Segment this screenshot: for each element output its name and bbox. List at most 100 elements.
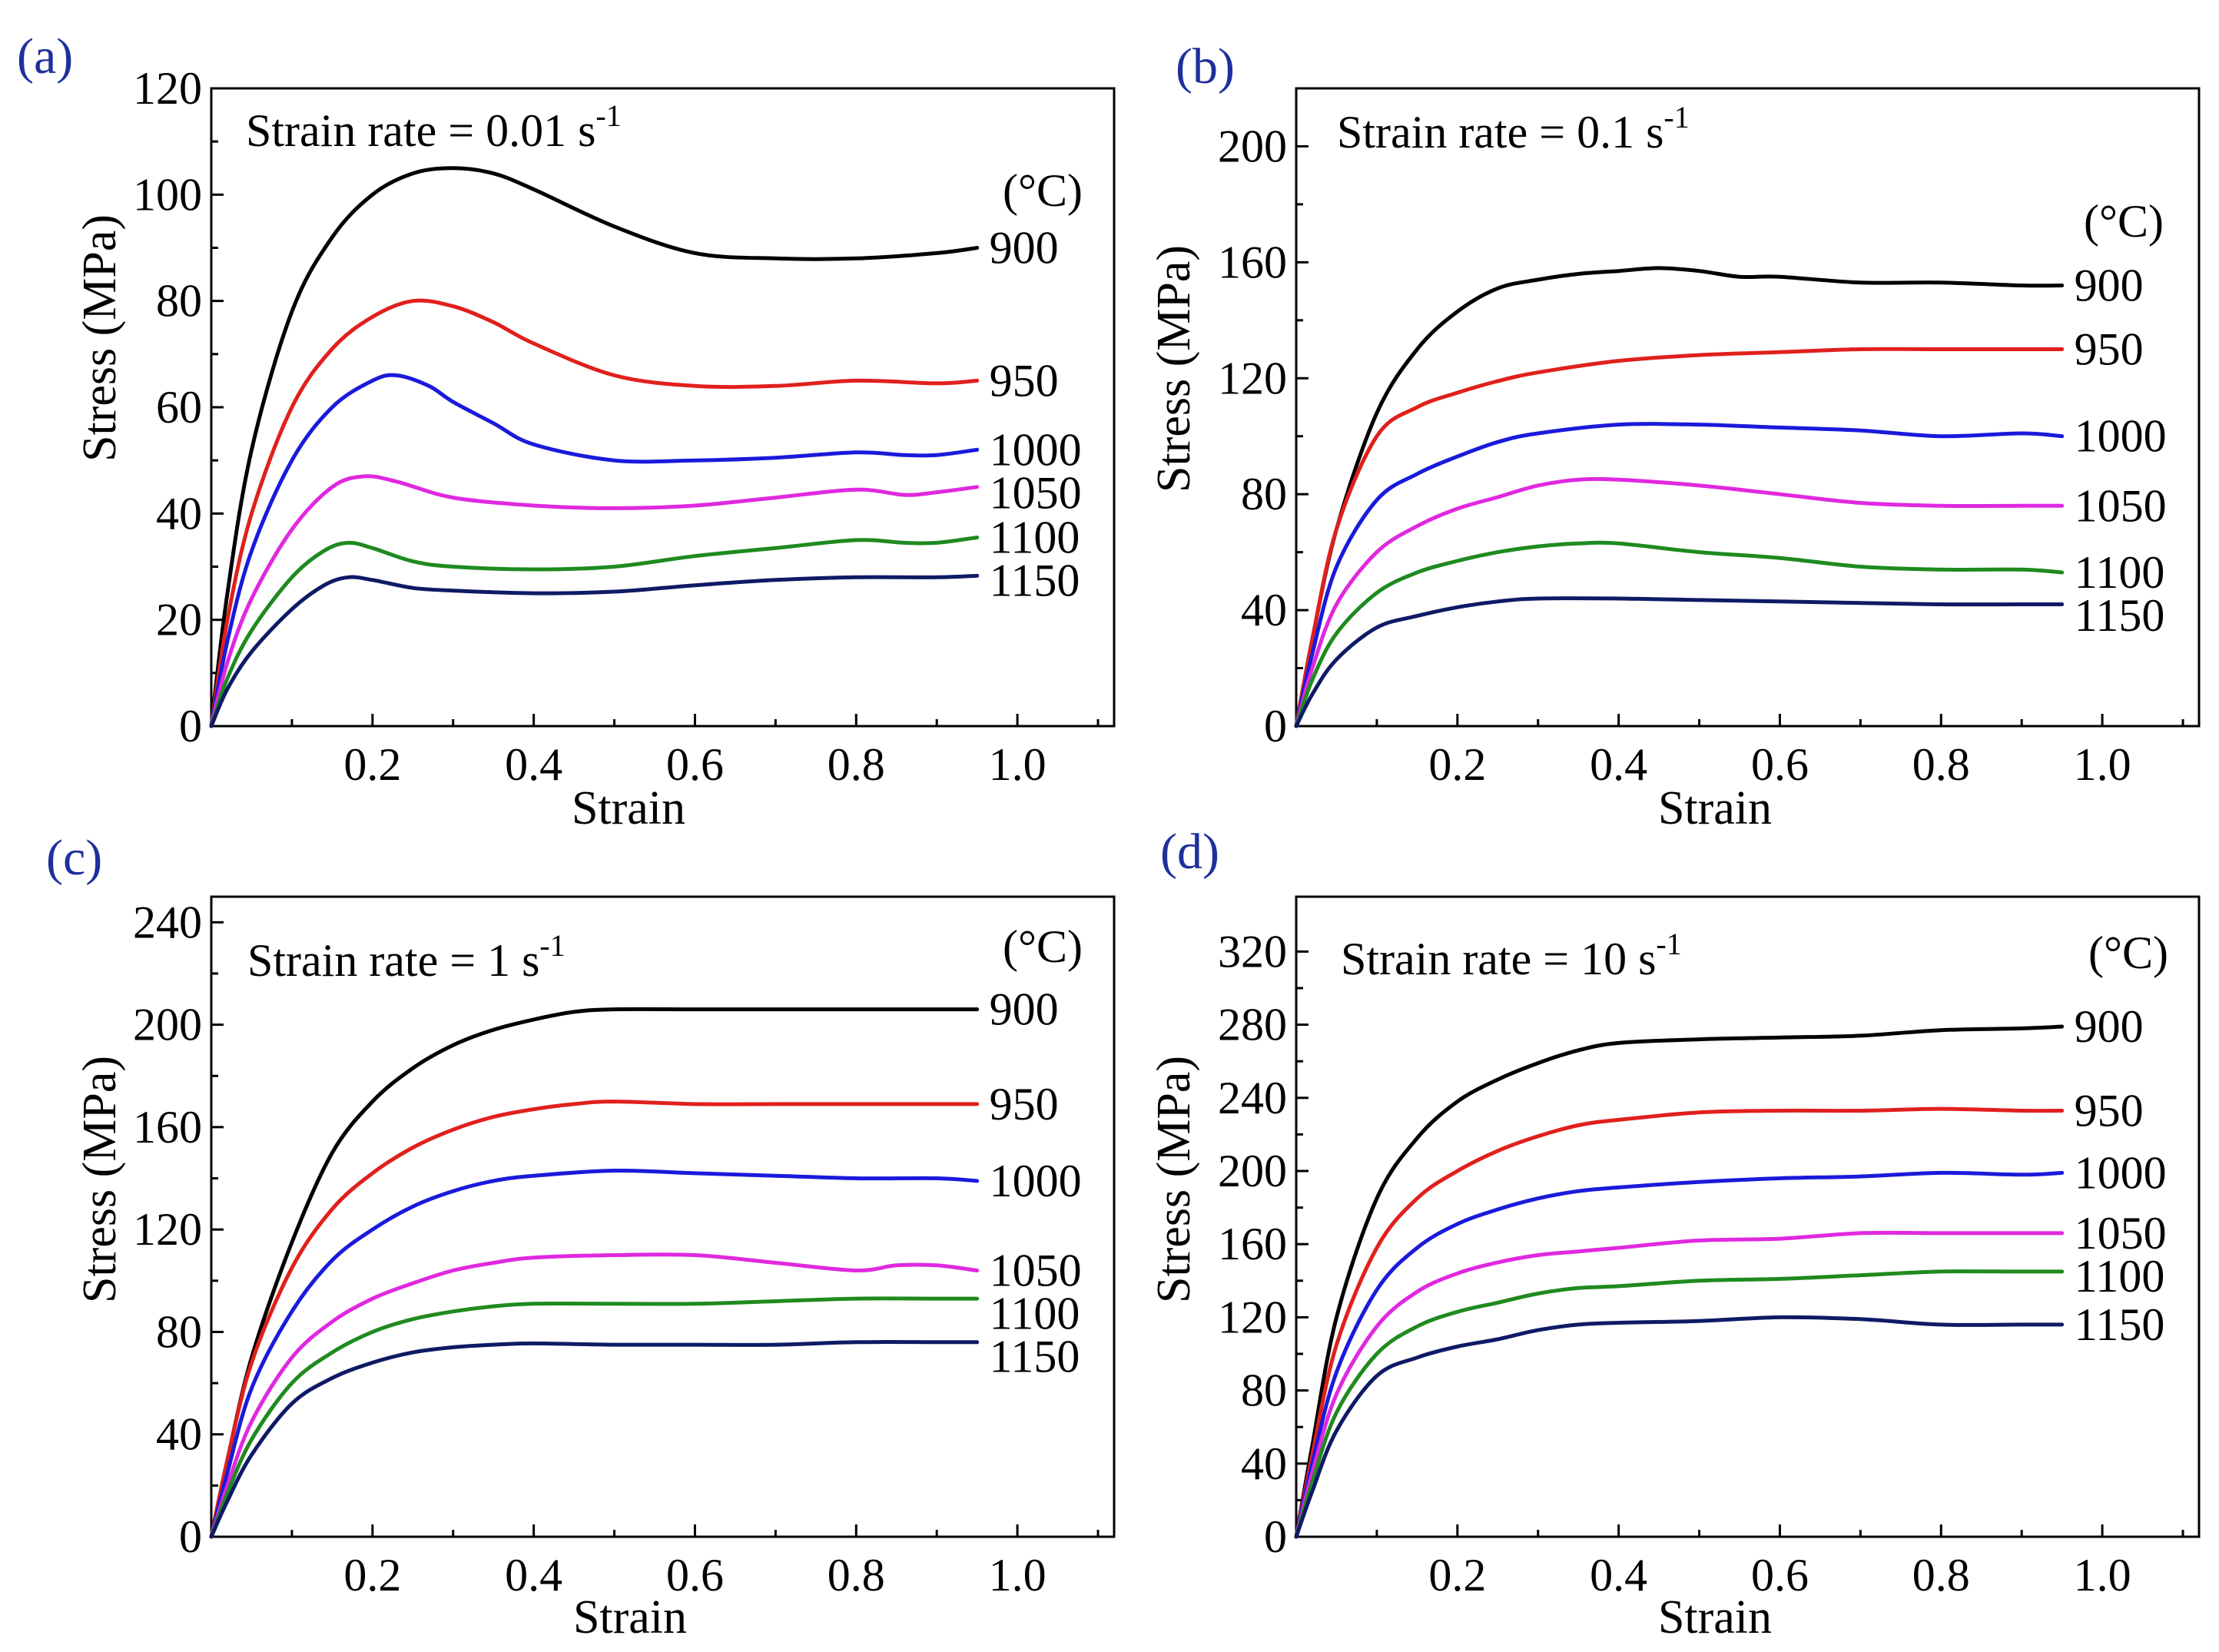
panel-c-curve-1000 — [209, 1168, 980, 1539]
panel-c-curve-label-1000: 1000 — [990, 1156, 1082, 1206]
panel-c-xtick-label: 0.2 — [343, 1550, 401, 1601]
panel-d-ytick-label: 200 — [1218, 1146, 1287, 1196]
panel-b-xtick-label: 0.8 — [1912, 739, 1970, 790]
panel-a-ytick-label: 60 — [156, 382, 202, 433]
panel-c-ytick-label: 80 — [156, 1306, 202, 1357]
panel-b-xtick-label: 0.6 — [1751, 739, 1809, 790]
panel-a-curve-label-1050: 1050 — [990, 467, 1082, 518]
panel-b-ytick-label: 120 — [1218, 353, 1287, 403]
panel-d-curve-label-1100: 1100 — [2075, 1251, 2165, 1302]
panel-a-curve-1100 — [209, 536, 980, 728]
panel-b-ytick-label: 80 — [1241, 469, 1287, 519]
panel-d-y-title: Stress (MPa) — [1148, 1056, 1200, 1303]
panel-b-ytick-label: 200 — [1218, 121, 1287, 171]
panel-a-curve-1000 — [209, 373, 980, 728]
panel-a-y-axis: 0 20 40 60 80 100 120 — [133, 63, 224, 751]
panel-c-xtick-label: 0.8 — [828, 1550, 885, 1601]
panel-d-xtick-label: 1.0 — [2074, 1550, 2131, 1601]
panel-c-letter: (c) — [46, 830, 102, 886]
panel-d-y-axis: 0 40 80 120 160 200 240 280 320 — [1218, 926, 1309, 1562]
panel-b-ytick-label: 0 — [1264, 701, 1287, 751]
panel-b-letter: (b) — [1176, 38, 1235, 95]
panel-a-curve-1050 — [209, 474, 980, 728]
panel-a-curve-950 — [209, 298, 980, 728]
panel-c-x-axis: 0.2 0.4 0.6 0.8 1.0 — [290, 1524, 1100, 1601]
panel-c-strain-rate-sup: -1 — [539, 928, 565, 963]
panel-c-curve-label-1100: 1100 — [990, 1288, 1080, 1339]
panel-b-curve-label-900: 900 — [2075, 260, 2144, 311]
panel-d-curve-1150 — [1294, 1315, 2065, 1539]
panel-a-unit-label: (°C) — [1003, 165, 1083, 216]
panel-a-strain-rate: Strain rate = 0.01 s-1 — [246, 98, 622, 156]
panel-d-ytick-label: 0 — [1264, 1511, 1287, 1562]
panel-c-curve-900 — [209, 1007, 980, 1539]
panel-b-x-title: Strain — [1658, 782, 1772, 834]
panel-d-series — [1294, 1024, 2065, 1539]
panel-a-series — [209, 166, 980, 728]
panel-b-xtick-label: 0.2 — [1428, 739, 1486, 790]
panel-a-curve-label-1000: 1000 — [990, 424, 1082, 475]
panel-b-ytick-label: 40 — [1241, 585, 1287, 635]
panel-c-xtick-label: 0.4 — [505, 1550, 562, 1601]
panel-a-y-title: Stress (MPa) — [74, 214, 126, 462]
panel-a-ytick-label: 20 — [156, 595, 202, 645]
panel-d-ytick-label: 80 — [1241, 1365, 1287, 1416]
panel-c-series — [209, 1007, 980, 1539]
panel-d: (d) 0 40 80 120 160 200 240 280 320 0.2 0.4 0.6 0.8… — [1148, 824, 2201, 1644]
panel-d-curve-1100 — [1294, 1269, 2065, 1539]
panel-c-curve-1100 — [209, 1296, 980, 1539]
panel-c-curve-1050 — [209, 1252, 980, 1539]
panel-a-letter: (a) — [17, 28, 73, 85]
panel-a-xtick-label: 0.6 — [666, 739, 724, 790]
panel-c-x-title: Strain — [573, 1591, 687, 1644]
panel-b-curve-900 — [1294, 266, 2065, 728]
panel-d-curve-950 — [1294, 1106, 2065, 1539]
panel-a-ytick-label: 80 — [156, 276, 202, 327]
panel-c-strain-rate: Strain rate = 1 s-1 — [247, 928, 566, 986]
panel-a-curve-label-950: 950 — [990, 355, 1059, 406]
panel-d-strain-rate-sup: -1 — [1656, 927, 1681, 961]
panel-d-strain-rate-text: Strain rate = 10 s — [1341, 934, 1656, 984]
panel-c-y-title: Stress (MPa) — [74, 1056, 126, 1303]
panel-b-curve-1050 — [1294, 476, 2065, 728]
panel-c-ytick-label: 160 — [133, 1102, 202, 1153]
panel-c-curve-label-1050: 1050 — [990, 1245, 1082, 1295]
panel-b-ytick-label: 160 — [1218, 237, 1287, 287]
panel-b-curve-label-950: 950 — [2075, 324, 2144, 375]
panel-d-ytick-label: 240 — [1218, 1073, 1287, 1123]
panel-c-xtick-label: 1.0 — [989, 1550, 1046, 1601]
panel-b-curve-label-1100: 1100 — [2075, 547, 2165, 598]
panel-d-strain-rate: Strain rate = 10 s-1 — [1341, 927, 1682, 984]
panel-c: (c) 0 40 80 120 160 200 240 0.2 0.4 0.6 0.8 1.0 90… — [46, 830, 1116, 1644]
panel-d-x-title: Strain — [1658, 1591, 1772, 1644]
panel-d-ytick-label: 160 — [1218, 1219, 1287, 1269]
panel-d-curve-1050 — [1294, 1230, 2065, 1539]
panel-a-xtick-label: 1.0 — [989, 739, 1046, 790]
panel-d-letter: (d) — [1160, 824, 1219, 880]
panel-c-curve-1150 — [209, 1340, 980, 1539]
panel-d-ytick-label: 120 — [1218, 1292, 1287, 1342]
panel-d-ytick-label: 320 — [1218, 926, 1287, 977]
panel-d-xtick-label: 0.8 — [1912, 1550, 1970, 1601]
panel-a-curve-label-1100: 1100 — [990, 512, 1080, 562]
panel-b-curve-1150 — [1294, 596, 2065, 728]
panel-c-curve-label-1150: 1150 — [990, 1331, 1080, 1382]
panel-a-x-title: Strain — [572, 782, 685, 834]
panel-b-x-axis: 0.2 0.4 0.6 0.8 1.0 — [1375, 714, 2184, 790]
panel-b-curve-label-1050: 1050 — [2075, 480, 2167, 531]
panel-a-strain-rate-text: Strain rate = 0.01 s — [246, 105, 595, 156]
panel-a-strain-rate-sup: -1 — [595, 98, 621, 133]
panel-b-strain-rate-text: Strain rate = 0.1 s — [1337, 107, 1663, 158]
panel-b-strain-rate: Strain rate = 0.1 s-1 — [1337, 100, 1690, 158]
panel-a-curve-label-1150: 1150 — [990, 555, 1080, 605]
panel-b-curve-label-1000: 1000 — [2075, 411, 2167, 462]
panel-c-ytick-label: 120 — [133, 1204, 202, 1255]
panel-b-curve-950 — [1294, 347, 2065, 728]
panel-a-xtick-label: 0.2 — [343, 739, 401, 790]
panel-b-y-title: Stress (MPa) — [1148, 245, 1200, 493]
panel-a-plot-frame — [210, 87, 1116, 728]
